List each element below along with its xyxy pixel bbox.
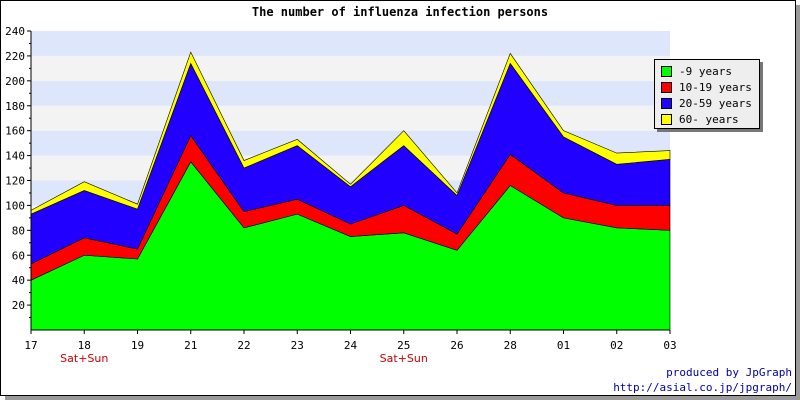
x-tick-label: 02 xyxy=(610,339,623,352)
x-tick-label: 25 xyxy=(397,339,410,352)
y-tick-label: 140 xyxy=(5,150,25,163)
x-sublabel: Sat+Sun xyxy=(60,352,108,365)
footer-url: http://asial.co.jp/jpgraph/ xyxy=(613,381,792,394)
y-tick-label: 20 xyxy=(12,299,25,312)
legend-swatch xyxy=(661,81,672,93)
legend-item: 20-59 years xyxy=(661,95,759,111)
y-tick-label: 160 xyxy=(5,125,25,138)
legend-label: -9 years xyxy=(679,64,732,78)
legend-label: 10-19 years xyxy=(679,80,752,94)
grid-band xyxy=(31,55,670,81)
x-tick-label: 22 xyxy=(237,339,250,352)
x-tick-label: 21 xyxy=(184,339,197,352)
y-tick-label: 220 xyxy=(5,50,25,63)
legend-label: 20-59 years xyxy=(679,96,752,110)
x-tick-label: 18 xyxy=(78,339,91,352)
y-tick-label: 60 xyxy=(12,249,25,262)
footer-credit: produced by JpGraph xyxy=(666,366,792,379)
legend-swatch xyxy=(661,97,672,109)
y-tick-label: 120 xyxy=(5,175,25,188)
legend-swatch xyxy=(661,65,672,77)
x-tick-label: 03 xyxy=(663,339,676,352)
y-tick-label: 180 xyxy=(5,100,25,113)
x-tick-label: 19 xyxy=(131,339,144,352)
y-tick-label: 40 xyxy=(12,274,25,287)
legend-swatch xyxy=(661,113,672,125)
x-tick-label: 17 xyxy=(24,339,37,352)
y-tick-label: 100 xyxy=(5,199,25,212)
y-tick-label: 200 xyxy=(5,75,25,88)
grid-band xyxy=(31,105,670,131)
x-tick-label: 26 xyxy=(450,339,463,352)
x-tick-label: 28 xyxy=(504,339,517,352)
legend: -9 years 10-19 years 20-59 years 60- years xyxy=(654,59,760,129)
legend-item: 10-19 years xyxy=(661,79,759,95)
chart-title: The number of influenza infection person… xyxy=(252,5,548,19)
x-tick-label: 24 xyxy=(344,339,358,352)
x-tick-label: 23 xyxy=(291,339,304,352)
grid-band xyxy=(31,80,670,106)
x-tick-label: 01 xyxy=(557,339,570,352)
legend-item: 60- years xyxy=(661,111,759,127)
grid-band xyxy=(31,31,670,56)
legend-label: 60- years xyxy=(679,112,739,126)
y-tick-label: 240 xyxy=(5,25,25,38)
y-tick-label: 80 xyxy=(12,224,25,237)
series-area xyxy=(30,51,671,215)
x-sublabel: Sat+Sun xyxy=(380,352,428,365)
legend-item: -9 years xyxy=(661,63,759,79)
